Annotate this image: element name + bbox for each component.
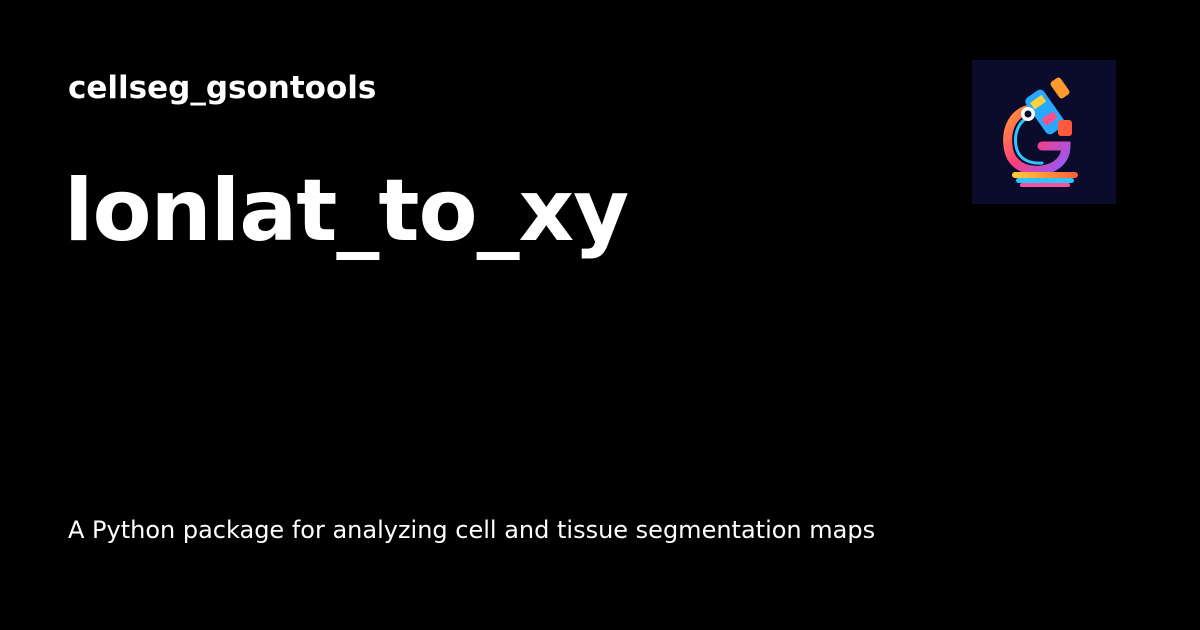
site-name: cellseg_gsontools (68, 70, 377, 106)
page-title: lonlat_to_xy (64, 161, 629, 261)
microscope-icon (1003, 77, 1078, 187)
page-description: A Python package for analyzing cell and … (68, 516, 876, 544)
logo (972, 60, 1116, 204)
